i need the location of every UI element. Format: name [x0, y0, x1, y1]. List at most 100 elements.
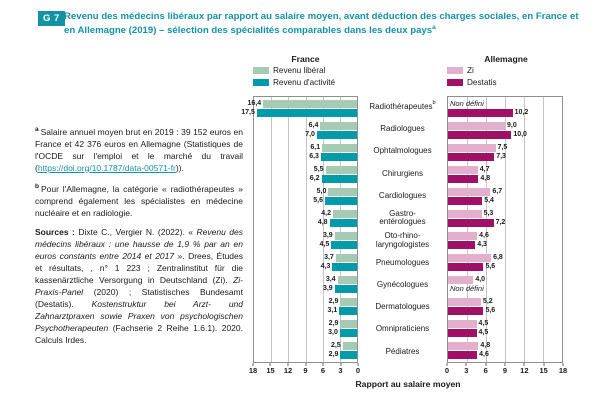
bar-row: 5,3 7,2: [448, 207, 562, 229]
bar-slot: 3,1: [254, 307, 357, 316]
bar-slot: 6,7: [448, 187, 562, 196]
category-label: Ophtalmologues: [373, 146, 432, 156]
bar-slot: 4,6: [448, 232, 562, 240]
bar-slot: 6,4: [254, 121, 357, 130]
value-label: 5,6: [485, 263, 496, 271]
value-label: 4,7: [479, 165, 490, 173]
bar-slot: 5,4: [448, 196, 562, 205]
tick-label: 9: [303, 366, 308, 375]
bar-zi: [448, 187, 491, 196]
bar-slot: 4,2: [254, 209, 357, 218]
bar-revenu-activite: [324, 196, 357, 205]
sources-text: (2020) ; Statistisches Bundesamt (Destat…: [35, 286, 243, 309]
bar-row: 2,9 3,0: [254, 318, 357, 340]
tick-label: 18: [558, 366, 568, 375]
gridline: [322, 97, 324, 362]
bar-row: 6,7 5,4: [448, 185, 562, 207]
bar-revenu-liberal: [337, 276, 357, 285]
bar-destatis: [448, 108, 513, 117]
bar-slot: Non défini: [448, 285, 562, 293]
legend-title-france: France: [291, 54, 320, 64]
bar-destatis: [448, 329, 477, 338]
category-label: Pédiatres: [385, 346, 420, 356]
bar-revenu-liberal: [342, 342, 357, 351]
bar-revenu-liberal: [328, 187, 357, 196]
category-label: Radiothérapeutes b: [369, 100, 436, 111]
tick-label: 15: [539, 366, 548, 375]
bar-zi: [448, 276, 474, 285]
france-plot-panel: 16,4 17,5 6,4 7,0 6,1 6,3 5,5 6,2 5,0 5,6 4,2 4,8 3,…: [241, 96, 358, 363]
value-label: 6,4: [308, 121, 319, 129]
tick-label: 3: [464, 366, 469, 375]
bar-revenu-activite: [316, 130, 357, 139]
bar-zi: [448, 342, 479, 351]
value-label: 7,3: [496, 152, 506, 160]
bar-row: 3,7 4,3: [254, 252, 357, 274]
bar-row: 3,9 4,5: [254, 230, 357, 252]
footnotes-block: a Salaire annuel moyen brut en 2019 : 39 …: [35, 124, 243, 353]
bar-row: 4,2 4,8: [254, 207, 357, 229]
tick-mark: [446, 363, 448, 366]
bar-row: 4,0 Non défini: [448, 274, 562, 296]
value-label: 4,5: [319, 241, 330, 248]
legend-swatch-zi: [447, 67, 463, 74]
bar-slot: 3,0: [254, 329, 357, 338]
sources-text-italic: Revenu des médecins libéraux : une hauss…: [35, 226, 243, 261]
bar-destatis: [448, 152, 495, 161]
sources-text: Dixte C., Vergier N. (2022). «: [74, 226, 197, 237]
legend-title-allemagne: Allemagne: [484, 54, 528, 64]
tick-mark: [305, 363, 306, 366]
footnote-b-text: Pour l'Allemagne, la catégorie « radioth…: [35, 183, 243, 218]
bar-zi: [448, 320, 477, 329]
tick-mark: [287, 363, 289, 366]
value-label: 4,3: [320, 263, 331, 271]
bar-slot: 10,0: [448, 130, 562, 139]
value-label: 3,1: [327, 307, 338, 315]
value-label: 4,8: [317, 218, 328, 226]
tick-mark: [322, 363, 324, 366]
bar-revenu-liberal: [322, 143, 357, 152]
sources-text: (Fachserie 2 Reihe 1.6.1). 2020. Calculs…: [35, 322, 243, 345]
tick-mark: [562, 363, 564, 366]
sources-label: Sources :: [35, 226, 75, 237]
tick-label: 6: [320, 366, 326, 375]
bar-revenu-liberal: [332, 209, 357, 218]
bar-slot: 4,3: [448, 241, 562, 249]
bar-row: 9,0 10,0: [448, 119, 562, 141]
value-label-undefined: Non défini: [450, 284, 484, 294]
value-label: 5,5: [313, 165, 324, 173]
bar-row: 2,9 3,1: [254, 296, 357, 318]
bar-row: 4,7 4,8: [448, 163, 562, 185]
value-label: 5,3: [483, 209, 494, 217]
bar-slot: 2,9: [254, 298, 357, 307]
tick-label: 6: [483, 366, 488, 375]
tick-label: 9: [502, 366, 508, 375]
value-label: 3,9: [322, 285, 333, 293]
bar-slot: 5,5: [254, 165, 357, 174]
germany-x-axis: 0 3 6 9 12 15 18: [444, 363, 567, 377]
value-label: 3,4: [325, 276, 336, 284]
value-label: 4,6: [479, 232, 489, 239]
figure-number-badge: G 7: [38, 11, 65, 26]
figure-title: Revenu des médecins libéraux par rapport…: [64, 11, 591, 38]
tick-label: 0: [444, 366, 450, 375]
value-label: 5,0: [316, 187, 327, 195]
doi-link[interactable]: https://doi.org/10.1787/data-00571-fr: [37, 162, 176, 173]
value-label: 9,0: [507, 121, 517, 129]
value-label: 6,1: [310, 143, 321, 151]
value-label: 7,0: [305, 130, 315, 138]
value-label: 10,0: [513, 130, 527, 138]
bar-slot: 2,9: [254, 351, 357, 360]
footnote-b: b Pour l'Allemagne, la catégorie « radiot…: [35, 181, 243, 219]
value-label: 4,6: [479, 351, 489, 359]
bar-slot: 4,0: [448, 276, 562, 285]
value-label: 4,5: [478, 320, 489, 328]
bar-row: 6,1 6,3: [254, 141, 357, 163]
bar-slot: 5,2: [448, 298, 562, 307]
value-label: 4,8: [480, 342, 491, 350]
tick-label: 3: [338, 366, 343, 375]
value-label: 5,6: [313, 196, 323, 204]
bar-slot: 6,1: [254, 143, 357, 152]
bar-revenu-activite: [329, 218, 357, 227]
